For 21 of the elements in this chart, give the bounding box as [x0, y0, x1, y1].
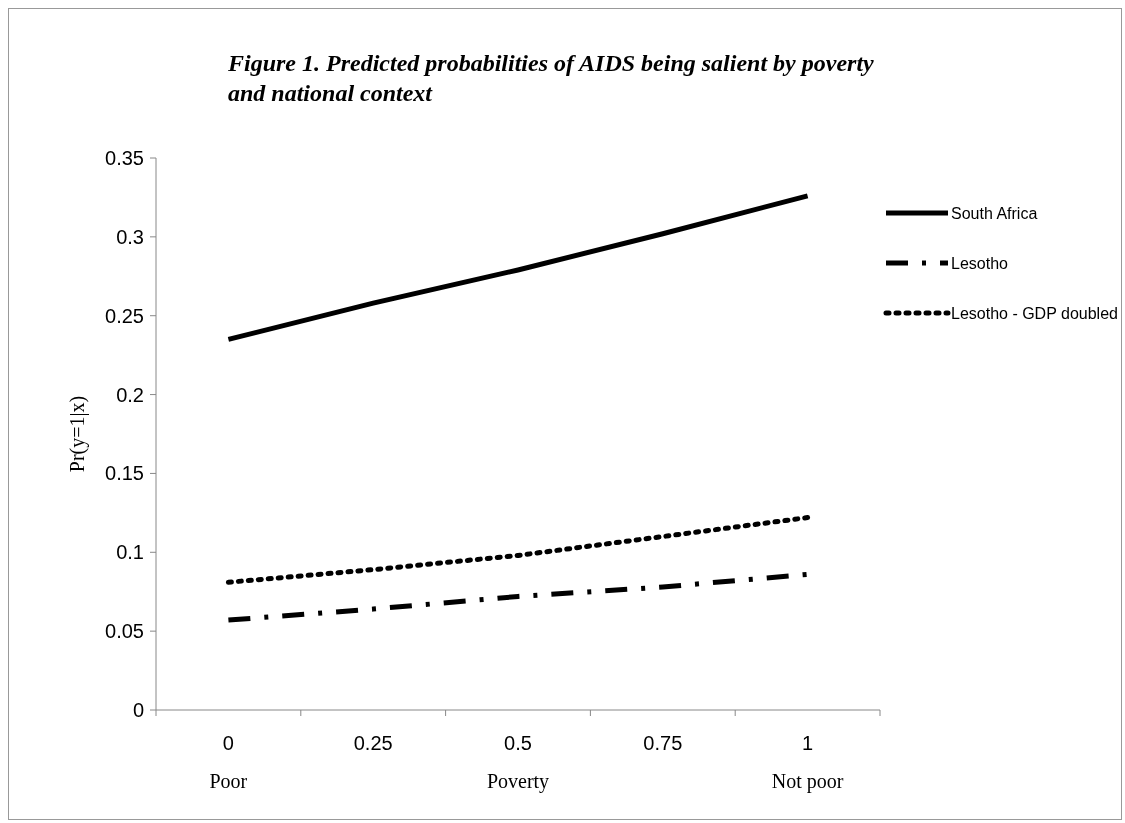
y-tick-label: 0.1 [116, 541, 144, 564]
y-tick-label: 0.2 [116, 383, 144, 406]
chart-title: Figure 1. Predicted probabilities of AIDS being salient by poverty and national context [228, 49, 875, 108]
x-tick-label: 0.25 [353, 732, 393, 754]
x-tick-label: 1 [802, 732, 814, 754]
x-tick-label: 0.75 [643, 732, 683, 754]
y-tick-label: 0 [132, 699, 144, 721]
y-tick-label: 0.15 [105, 462, 144, 485]
y-tick-label: 0.3 [116, 225, 144, 248]
legend-label: South Africa [951, 204, 1038, 222]
y-tick-label: 0.25 [105, 304, 144, 327]
y-tick-label: 0.05 [105, 620, 144, 643]
text: Not poor [771, 770, 844, 793]
text: Poor [209, 770, 248, 792]
y-axis-title: Pr(y=1|x) [66, 395, 89, 473]
legend-label: Lesotho [951, 254, 1009, 272]
y-tick-label: 0.35 [105, 147, 144, 169]
x-tick-label: 0 [222, 732, 234, 754]
x-tick-label: 0.5 [504, 732, 532, 754]
legend-label: Lesotho - GDP doubled [951, 304, 1118, 322]
x-axis-title: Poverty [486, 770, 550, 793]
